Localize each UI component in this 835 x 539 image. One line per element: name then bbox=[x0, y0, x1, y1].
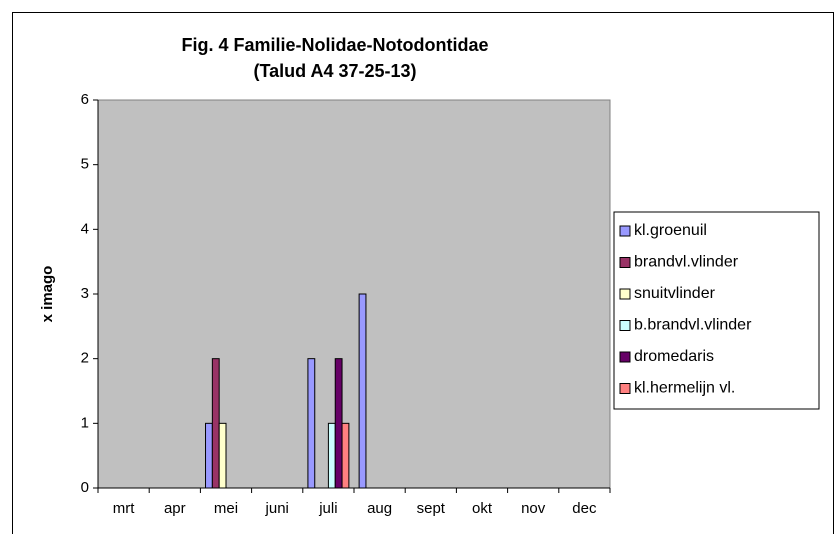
y-tick-label: 4 bbox=[81, 220, 89, 237]
legend-swatch bbox=[619, 257, 631, 268]
x-tick-label: mei bbox=[214, 500, 238, 517]
y-tick-label: 1 bbox=[81, 414, 89, 431]
bar bbox=[205, 422, 213, 489]
x-tick-label: sept bbox=[417, 500, 446, 517]
bar bbox=[218, 422, 227, 489]
bar bbox=[307, 358, 316, 489]
y-tick-label: 5 bbox=[81, 156, 89, 173]
legend-label: kl.groenuil bbox=[634, 222, 707, 239]
chart-subtitle: (Talud A4 37-25-13) bbox=[253, 61, 416, 81]
bar bbox=[341, 422, 350, 489]
y-tick-label: 0 bbox=[81, 479, 89, 496]
plot-area bbox=[97, 99, 611, 489]
x-tick-label: aug bbox=[367, 500, 392, 517]
x-tick-label: apr bbox=[164, 500, 186, 517]
legend-label: dromedaris bbox=[634, 348, 714, 365]
legend-swatch bbox=[619, 320, 631, 331]
x-tick-label: juli bbox=[318, 500, 337, 517]
chart-title: Fig. 4 Familie-Nolidae-Notodontidae bbox=[181, 35, 488, 55]
x-tick-label: juni bbox=[265, 500, 289, 517]
legend-label: b.brandvl.vlinder bbox=[634, 317, 752, 334]
legend-swatch bbox=[619, 225, 631, 237]
legend-swatch bbox=[619, 383, 631, 394]
bar bbox=[211, 358, 220, 489]
x-tick-label: okt bbox=[472, 500, 493, 517]
y-tick-label: 2 bbox=[81, 350, 89, 367]
bar bbox=[327, 422, 336, 489]
x-tick-label: mrt bbox=[113, 500, 135, 517]
y-axis-label: x imago bbox=[39, 266, 56, 323]
bar bbox=[358, 293, 367, 489]
y-tick-label: 6 bbox=[81, 91, 89, 108]
x-tick-label: nov bbox=[521, 500, 546, 517]
legend-swatch bbox=[619, 351, 631, 363]
legend-swatch bbox=[619, 288, 631, 300]
y-tick-label: 3 bbox=[81, 285, 89, 302]
bar bbox=[334, 358, 343, 489]
x-tick-label: dec bbox=[572, 500, 597, 517]
legend-label: snuitvlinder bbox=[634, 285, 716, 302]
legend-label: brandvl.vlinder bbox=[634, 254, 739, 271]
legend-box bbox=[613, 211, 820, 410]
legend-label: kl.hermelijn vl. bbox=[634, 380, 735, 397]
